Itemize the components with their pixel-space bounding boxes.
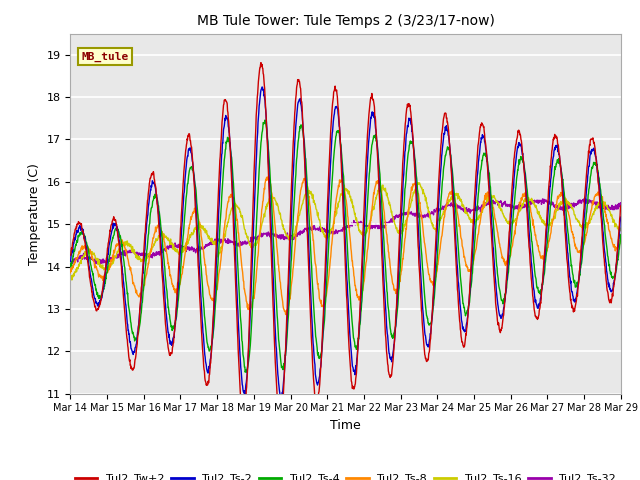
X-axis label: Time: Time	[330, 419, 361, 432]
Legend: Tul2_Tw+2, Tul2_Ts-2, Tul2_Ts-4, Tul2_Ts-8, Tul2_Ts-16, Tul2_Ts-32: Tul2_Tw+2, Tul2_Ts-2, Tul2_Ts-4, Tul2_Ts…	[70, 469, 621, 480]
Text: MB_tule: MB_tule	[81, 51, 129, 62]
Title: MB Tule Tower: Tule Temps 2 (3/23/17-now): MB Tule Tower: Tule Temps 2 (3/23/17-now…	[196, 14, 495, 28]
Y-axis label: Temperature (C): Temperature (C)	[28, 163, 41, 264]
